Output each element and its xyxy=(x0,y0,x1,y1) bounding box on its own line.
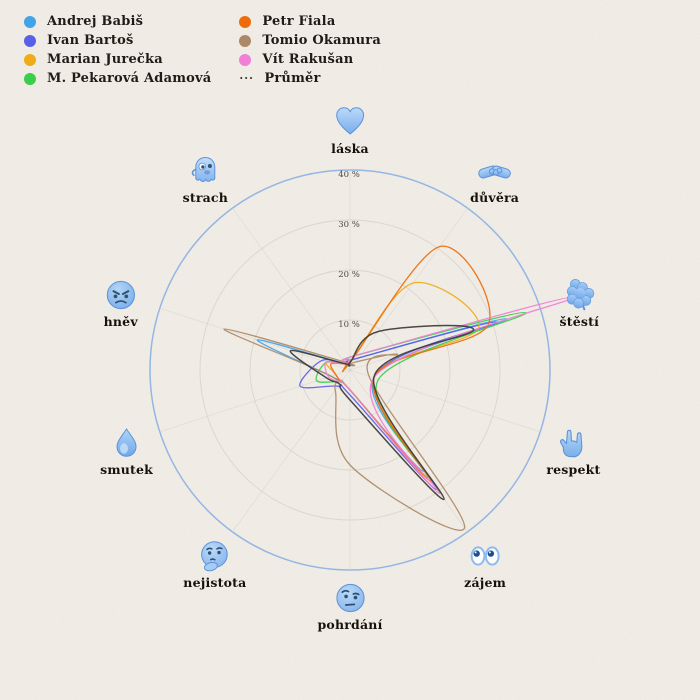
legend-item-andrej-babi-[interactable]: Andrej Babiš xyxy=(24,12,211,31)
radial-tick-label: 30 % xyxy=(338,220,360,230)
legend-item-tomio-okamura[interactable]: Tomio Okamura xyxy=(239,31,381,50)
axis-stesti: štěstí xyxy=(560,278,600,329)
legend: Andrej Babiš Ivan Bartoš Marian Jurečka M. … xyxy=(24,12,381,88)
axis-nejistota: nejistota xyxy=(183,539,246,590)
thinking-face-icon xyxy=(198,539,232,573)
legend-label: Tomio Okamura xyxy=(262,33,381,48)
dotted-line-swatch-icon: ··· xyxy=(239,71,254,85)
series-line-v-t-raku-an xyxy=(324,296,575,495)
series-line-andrej-babi- xyxy=(256,318,508,472)
axis-laska: láska xyxy=(331,105,369,156)
axis-label: strach xyxy=(182,189,229,205)
legend-item-ivan-barto-[interactable]: Ivan Bartoš xyxy=(24,31,211,50)
radial-tick-label: 20 % xyxy=(338,270,360,280)
series-line-marian-jure-ka xyxy=(325,281,480,476)
axis-spoke xyxy=(159,369,351,433)
ghost-icon xyxy=(188,154,222,188)
axis-label: hněv xyxy=(103,314,138,330)
axis-zajem: zájem xyxy=(464,539,506,590)
radar-grid xyxy=(149,169,551,571)
color-dot-icon xyxy=(24,34,36,47)
legend-label: Marian Jurečka xyxy=(47,52,163,67)
radial-tick-label: 10 % xyxy=(338,320,360,330)
axis-label: smutek xyxy=(100,461,154,477)
color-dot-icon xyxy=(239,15,252,28)
droplet-icon xyxy=(110,426,144,460)
color-dot-icon xyxy=(24,53,36,66)
legend-item-v-t-raku-an[interactable]: Vít Rakušan xyxy=(239,50,381,69)
axis-strach: strach xyxy=(183,154,228,205)
axis-hnev: hněv xyxy=(104,278,138,329)
angry-face-icon xyxy=(104,278,138,312)
legend-column-1: Andrej Babiš Ivan Bartoš Marian Jurečka M. … xyxy=(24,12,211,88)
axis-label: nejistota xyxy=(183,575,247,590)
legend-label: Průměr xyxy=(264,71,321,86)
blue-heart-icon xyxy=(333,105,367,139)
handshake-icon xyxy=(478,154,512,188)
legend-column-2: Petr Fiala Tomio Okamura Vít Rakušan ··· Prů… xyxy=(239,12,381,88)
axis-pohrdani: pohrdání xyxy=(317,581,382,632)
axis-respekt: respekt xyxy=(546,426,600,477)
legend-label: M. Pekarová Adamová xyxy=(47,71,212,86)
color-dot-icon xyxy=(239,53,252,66)
color-dot-icon xyxy=(24,72,36,85)
four-leaf-clover-icon xyxy=(562,278,596,312)
legend-item-m-pekarov-adamov-[interactable]: M. Pekarová Adamová xyxy=(24,69,211,88)
legend-item-pr-m-r[interactable]: ··· Průměr xyxy=(239,69,381,88)
series-line-ivan-barto- xyxy=(299,321,499,490)
axis-label: štěstí xyxy=(559,314,600,330)
axis-label: pohrdání xyxy=(317,617,383,632)
radar-series xyxy=(223,245,575,531)
legend-item-petr-fiala[interactable]: Petr Fiala xyxy=(239,12,381,31)
legend-label: Petr Fiala xyxy=(262,14,336,29)
color-dot-icon xyxy=(24,15,36,28)
axis-label: zájem xyxy=(464,575,507,590)
color-dot-icon xyxy=(239,34,252,47)
legend-label: Vít Rakušan xyxy=(262,52,354,67)
radial-tick-label: 40 % xyxy=(338,170,360,180)
axis-label: respekt xyxy=(546,461,601,477)
axis-duvera: důvěra xyxy=(470,154,519,205)
radial-tick-labels: 10 % 20 % 30 % 40 % xyxy=(338,170,360,330)
legend-label: Ivan Bartoš xyxy=(47,33,134,48)
axis-label: láska xyxy=(331,141,369,156)
love-you-gesture-icon xyxy=(556,426,590,460)
face-with-raised-eyebrow-icon xyxy=(333,581,367,615)
legend-item-marian-jure-ka[interactable]: Marian Jurečka xyxy=(24,50,211,69)
eyes-icon xyxy=(468,539,502,573)
axis-label: důvěra xyxy=(470,189,520,205)
axis-smutek: smutek xyxy=(100,426,153,477)
legend-label: Andrej Babiš xyxy=(47,14,144,29)
